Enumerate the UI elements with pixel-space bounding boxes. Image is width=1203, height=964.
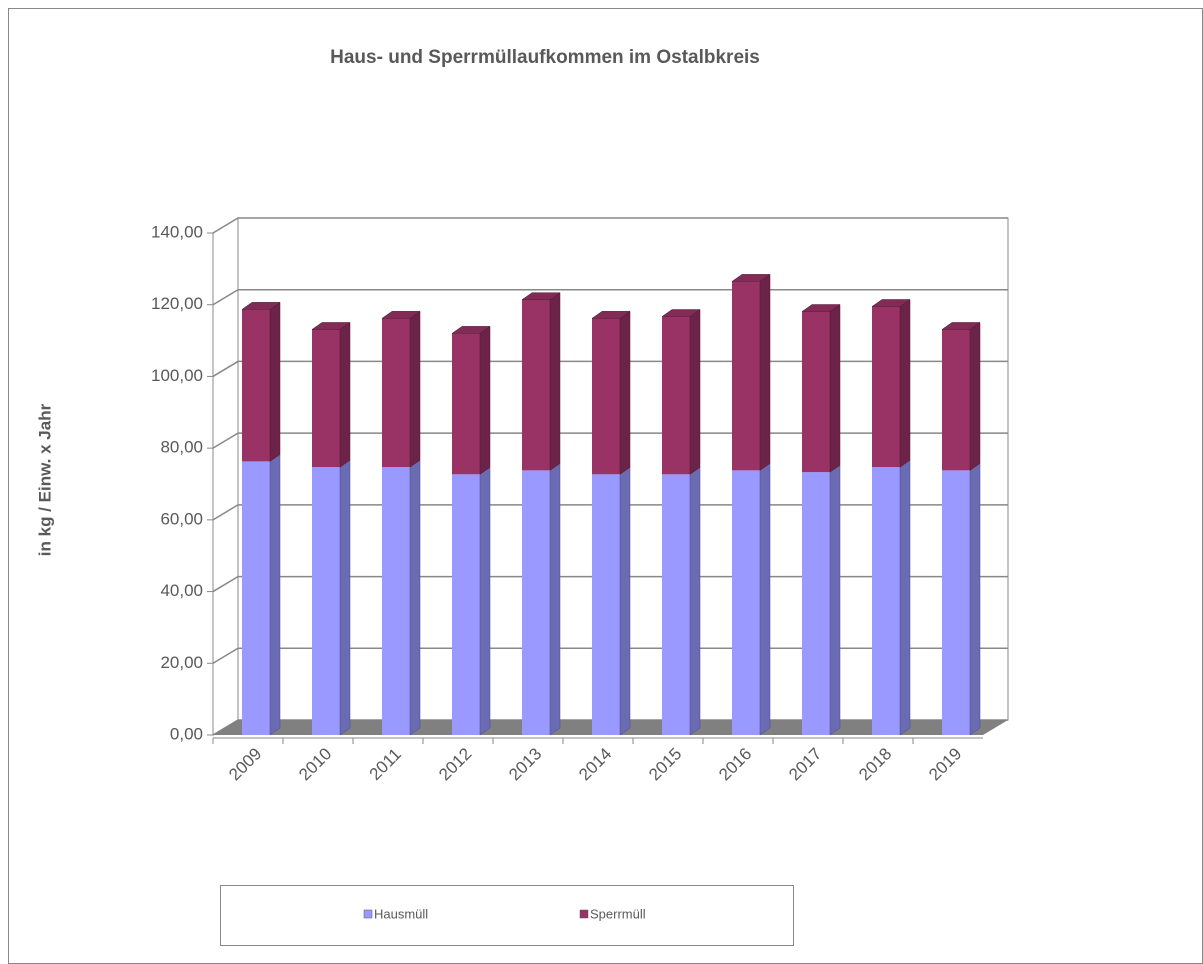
bar-top: [521, 292, 561, 300]
y-tick-label: 40,00: [160, 581, 203, 600]
grid-line: [212, 217, 1008, 234]
bar-side: [549, 292, 561, 471]
bar-top: [311, 322, 351, 330]
bar-segment: [452, 474, 480, 735]
bar-side: [829, 304, 841, 473]
bar-segment: [522, 299, 550, 471]
back-wall: [212, 217, 239, 736]
bar-segment: [942, 470, 970, 735]
bar-side: [759, 273, 771, 471]
bar-side: [969, 462, 981, 736]
bar-segment: [382, 467, 410, 735]
bar-segment: [662, 474, 690, 735]
y-tick-label: 140,00: [151, 222, 203, 241]
bar-segment: [872, 306, 900, 468]
chart-title: Haus- und Sperrmüllaufkommen im Ostalbkr…: [330, 47, 760, 68]
bar-top: [941, 322, 981, 330]
bar-side: [899, 299, 911, 468]
bar-side: [409, 459, 421, 736]
bar-side: [829, 464, 841, 736]
y-tick-label: 0,00: [170, 724, 203, 743]
bar-side: [759, 462, 771, 736]
bar-side: [339, 321, 351, 468]
y-tick-label: 20,00: [160, 653, 203, 672]
bar-side: [689, 309, 701, 475]
y-tick-label: 100,00: [151, 366, 203, 385]
bar-top: [591, 311, 631, 319]
bar-side: [479, 325, 491, 475]
bar-segment: [592, 318, 620, 475]
y-tick-label: 80,00: [160, 438, 203, 457]
bar-segment: [802, 472, 830, 735]
bar-side: [269, 301, 281, 462]
bar-segment: [592, 474, 620, 735]
bar-segment: [312, 329, 340, 468]
bar-segment: [942, 329, 970, 471]
bar-side: [269, 453, 281, 736]
bar-segment: [382, 318, 410, 468]
bar-top: [381, 311, 421, 319]
bar-top: [871, 299, 911, 307]
bar-segment: [732, 281, 760, 471]
bar-side: [969, 321, 981, 471]
y-tick-label: 60,00: [160, 509, 203, 528]
bar-segment: [732, 470, 760, 735]
legend-box: [220, 885, 794, 946]
bar-segment: [662, 316, 690, 475]
bar-side: [409, 310, 421, 468]
bar-top: [451, 326, 491, 334]
bar-top: [731, 274, 771, 282]
bar-side: [549, 462, 561, 736]
bar-segment: [802, 311, 830, 473]
y-axis-label: in kg / Einw. x Jahr: [35, 403, 54, 556]
bar-side: [619, 466, 631, 736]
legend-swatch: [579, 909, 589, 919]
bar-side: [479, 466, 491, 736]
legend-label: Sperrmüll: [590, 906, 646, 921]
bar-side: [619, 310, 631, 475]
bar-segment: [242, 309, 270, 462]
bar-top: [241, 302, 281, 310]
bar-segment: [242, 461, 270, 735]
bar-segment: [522, 470, 550, 735]
bar-top: [661, 309, 701, 317]
bar-segment: [312, 467, 340, 735]
bar-segment: [452, 333, 480, 475]
legend-swatch: [363, 909, 373, 919]
y-tick-label: 120,00: [151, 294, 203, 313]
bar-side: [689, 466, 701, 736]
bar-side: [899, 459, 911, 736]
bar-top: [801, 304, 841, 312]
bar-segment: [872, 467, 900, 735]
bar-side: [339, 459, 351, 736]
legend-label: Hausmüll: [374, 906, 428, 921]
